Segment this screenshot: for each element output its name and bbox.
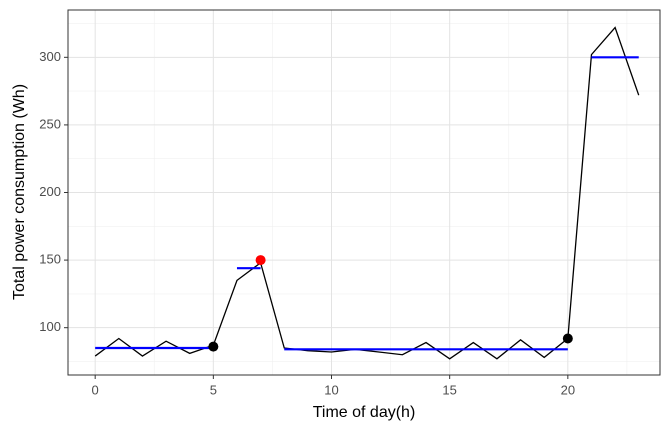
point (255, 255, 266, 266)
x-tick-label: 15 (442, 382, 456, 397)
point (208, 341, 219, 352)
data-line (94, 26, 640, 360)
grid (68, 10, 660, 375)
y-tick-label: 300 (39, 49, 61, 64)
x-tick-label: 0 (92, 382, 99, 397)
x-tick-label: 20 (561, 382, 575, 397)
marks (94, 26, 640, 360)
x-tick-label: 5 (210, 382, 217, 397)
y-tick-label: 250 (39, 116, 61, 131)
x-tick-label: 10 (324, 382, 338, 397)
x-axis-title: Time of day(h) (313, 404, 416, 421)
y-tick-label: 150 (39, 252, 61, 267)
y-tick-label: 200 (39, 184, 61, 199)
y-tick-label: 100 (39, 319, 61, 334)
y-axis-title: Total power consumption (Wh) (11, 84, 28, 300)
point (562, 333, 573, 344)
